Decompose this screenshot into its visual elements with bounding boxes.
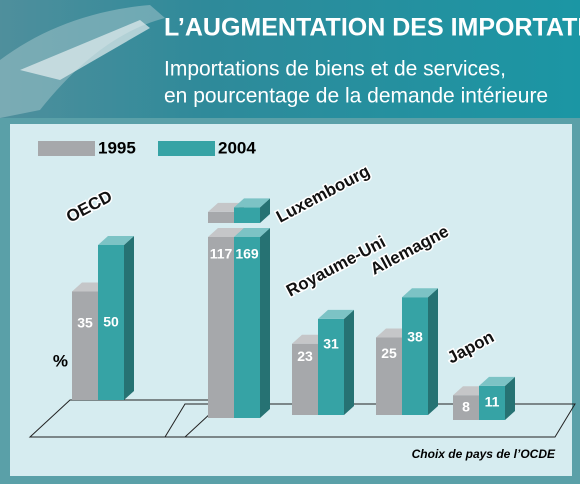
unit-label: % [53, 351, 68, 370]
bar-side [428, 288, 438, 415]
bar-side [344, 309, 354, 415]
bar-front [98, 245, 124, 400]
bar-lower [234, 228, 270, 418]
bar-top [402, 288, 438, 298]
bar-front [479, 385, 505, 420]
value-label: 8 [462, 398, 470, 414]
bar-front [402, 297, 428, 415]
bar [318, 309, 354, 415]
value-label: 25 [381, 345, 397, 361]
legend-swatch [158, 141, 215, 156]
subtitle: Importations de biens et de services, [164, 58, 506, 81]
bar [98, 236, 134, 400]
bar-front [72, 291, 98, 400]
bar [402, 288, 438, 415]
plane-wing [20, 20, 150, 80]
bar-cap [234, 198, 270, 223]
bar-front [208, 237, 234, 418]
legend-label: 1995 [98, 138, 136, 157]
bar-side [505, 376, 515, 420]
value-label: 35 [77, 314, 93, 330]
bar-top [234, 228, 270, 237]
legend-swatch [38, 141, 95, 156]
bar-top [234, 198, 270, 208]
chart-title: L’AUGMENTATION DES IMPORTATIONS [164, 14, 580, 42]
value-label: 11 [485, 394, 500, 410]
bar-front [318, 318, 344, 415]
bar-front [376, 337, 402, 415]
bar-top [479, 376, 515, 386]
value-label: 50 [103, 314, 119, 330]
bar-top [208, 228, 244, 237]
source: Choix de pays de l’OCDE [412, 447, 556, 461]
bar-side [260, 228, 270, 418]
floor [164, 403, 576, 438]
bar-front [234, 237, 260, 418]
broken-bar [234, 198, 270, 418]
legend-label: 2004 [218, 138, 256, 157]
bar-top [98, 236, 134, 245]
subtitle: en pourcentage de la demande intérieure [164, 85, 548, 108]
value-label: 169 [235, 246, 259, 262]
bar [479, 376, 515, 420]
value-label: 23 [297, 348, 313, 364]
bar-side [124, 236, 134, 400]
bar-front [234, 207, 260, 223]
value-label: 31 [323, 336, 339, 352]
value-label: 38 [407, 329, 423, 345]
bar-front [208, 211, 234, 223]
bar-front [453, 395, 479, 420]
value-label: 117 [210, 246, 233, 262]
bar-top [318, 309, 354, 319]
bar-front [292, 343, 318, 415]
bar-side [260, 198, 270, 223]
